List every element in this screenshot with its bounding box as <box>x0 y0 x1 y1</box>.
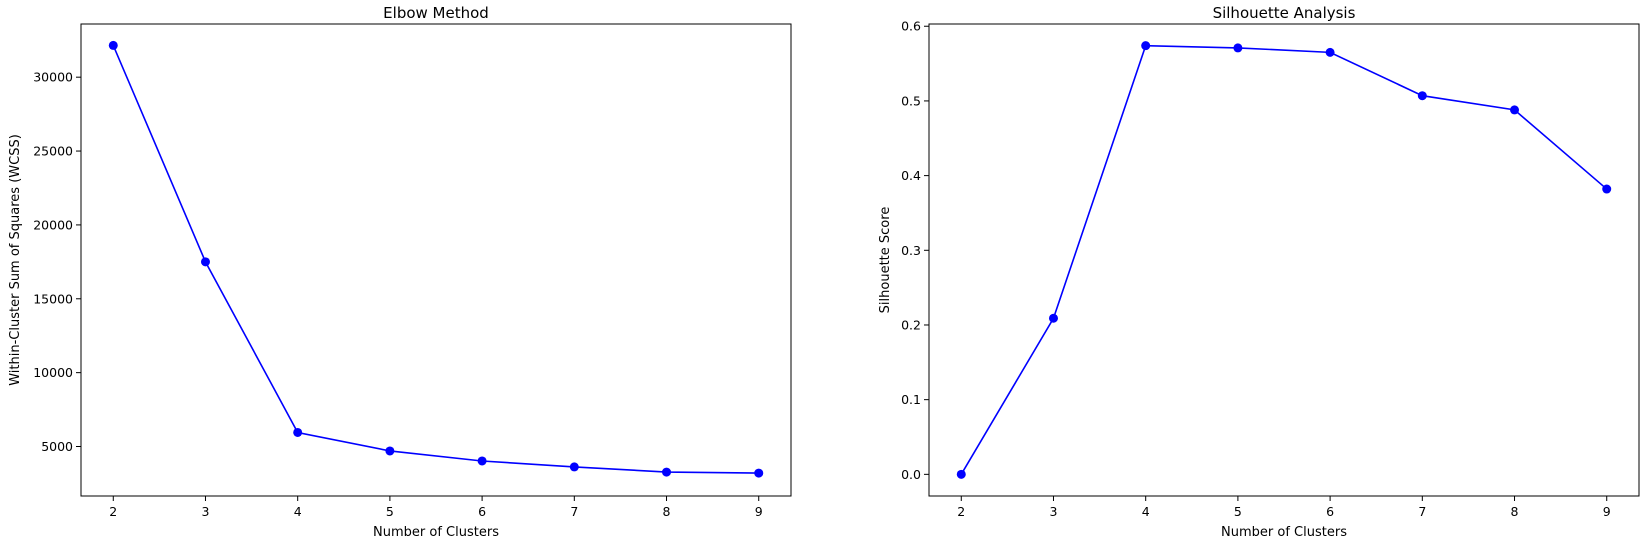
y-tick-label: 20000 <box>33 217 73 232</box>
plot-frame <box>80 23 792 497</box>
x-tick-label: 3 <box>202 504 210 519</box>
data-layer <box>108 40 764 478</box>
x-tick-label: 6 <box>1326 504 1334 519</box>
x-tick-label: 7 <box>1418 504 1426 519</box>
x-tick-label: 2 <box>109 504 117 519</box>
data-point <box>200 257 210 267</box>
data-point <box>1417 91 1427 101</box>
x-tick-label: 6 <box>478 504 486 519</box>
data-point <box>956 469 966 479</box>
data-point <box>108 40 118 50</box>
x-tick-label: 3 <box>1050 504 1058 519</box>
x-tick-label: 4 <box>1142 504 1150 519</box>
y-tick-label: 0.1 <box>901 392 921 407</box>
data-point <box>477 456 487 466</box>
data-point <box>1510 105 1520 115</box>
data-point <box>1602 184 1612 194</box>
y-axis-label: Within-Cluster Sum of Squares (WCSS) <box>8 134 23 386</box>
y-tick-label: 0.3 <box>901 243 921 258</box>
x-axis-label: Number of Clusters <box>373 525 499 540</box>
x-tick-label: 5 <box>1234 504 1242 519</box>
y-tick-label: 0.6 <box>901 19 921 34</box>
y-tick-label: 10000 <box>33 365 73 380</box>
y-tick-label: 30000 <box>33 70 73 85</box>
y-tick-label: 15000 <box>33 291 73 306</box>
x-tick-label: 2 <box>957 504 965 519</box>
y-tick-label: 0.2 <box>901 317 921 332</box>
x-tick-label: 9 <box>1603 504 1611 519</box>
data-point <box>1141 41 1151 51</box>
series-line <box>112 45 759 474</box>
y-tick-label: 0.4 <box>901 168 921 183</box>
data-point <box>1325 47 1335 57</box>
y-tick-label: 5000 <box>41 439 73 454</box>
y-axis-label: Silhouette Score <box>878 207 893 314</box>
x-tick-label: 8 <box>1511 504 1519 519</box>
x-tick-label: 8 <box>663 504 671 519</box>
plot-frame <box>928 23 1640 497</box>
y-tick-label: 0.5 <box>901 93 921 108</box>
data-layer <box>956 41 1612 479</box>
chart-title: Elbow Method <box>383 4 489 22</box>
tick-layer: 2 3 4 5 6 7 8 9 5000 10000 15000 20000 25000 30000 <box>33 70 763 519</box>
data-point <box>385 446 395 456</box>
x-tick-label: 5 <box>386 504 394 519</box>
y-tick-label: 0.0 <box>901 467 921 482</box>
silhouette-chart: Silhouette Analysis Number of Clusters S… <box>878 4 1640 540</box>
data-point <box>662 467 672 477</box>
data-point <box>754 468 764 478</box>
elbow-chart: Elbow Method Number of Clusters Within-C… <box>8 4 792 540</box>
x-tick-label: 9 <box>755 504 763 519</box>
data-point <box>1048 313 1058 323</box>
data-point <box>293 427 303 437</box>
y-tick-label: 25000 <box>33 144 73 159</box>
tick-layer: 2 3 4 5 6 7 8 9 0.0 0.1 0.2 0.3 0.4 0.5 0.6 <box>901 19 1611 519</box>
chart-title: Silhouette Analysis <box>1213 4 1356 22</box>
x-tick-label: 4 <box>294 504 302 519</box>
x-axis-label: Number of Clusters <box>1221 525 1347 540</box>
series-line <box>960 44 1608 475</box>
data-point <box>1233 43 1243 53</box>
data-point <box>569 462 579 472</box>
x-tick-label: 7 <box>570 504 578 519</box>
